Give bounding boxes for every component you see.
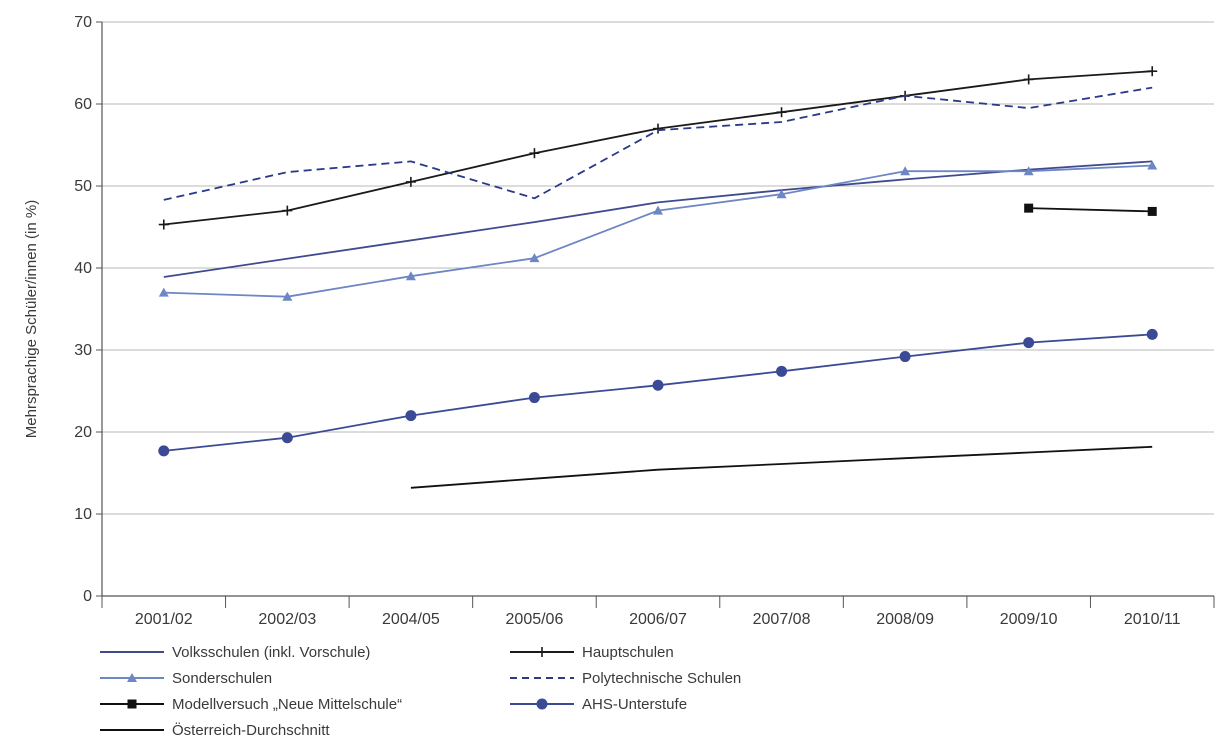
- y-tick-label: 0: [83, 588, 92, 605]
- y-tick-label: 70: [74, 14, 92, 31]
- series-6-point: [899, 351, 911, 363]
- series-6-point: [528, 392, 540, 404]
- legend-label: Sonderschulen: [172, 670, 272, 687]
- series-3-point: [1023, 166, 1034, 176]
- series-6-point: [1146, 328, 1158, 340]
- y-tick-label: 40: [74, 260, 92, 277]
- x-tick-label: 2001/02: [135, 611, 193, 628]
- x-tick-label: 2002/03: [258, 611, 316, 628]
- series-3-line: [163, 164, 1153, 298]
- x-tick-label: 2010/11: [1124, 611, 1181, 628]
- legend-item: Österreich-Durchschnitt: [100, 721, 330, 739]
- legend-item: AHS-Unterstufe: [510, 696, 687, 713]
- series-3-point: [653, 205, 663, 215]
- series-2-group: [158, 66, 1158, 230]
- series-1-group: [163, 160, 1153, 278]
- x-tick-label: 2004/05: [382, 611, 440, 628]
- series-1-line: [163, 160, 1153, 278]
- series-2-point: [158, 219, 169, 230]
- legend-item: Modellversuch „Neue Mittelschule“: [100, 696, 402, 713]
- y-tick-label: 60: [74, 96, 92, 113]
- y-axis-label: Mehrsprachige Schüler/innen (in %): [23, 200, 40, 438]
- legend-swatch-marker: [537, 647, 547, 657]
- legend-label: Österreich-Durchschnitt: [172, 721, 330, 739]
- legend-item: Polytechnische Schulen: [510, 670, 741, 687]
- series-7-group: [410, 445, 1153, 489]
- series-3-point: [282, 291, 293, 301]
- series-6-group: [158, 328, 1158, 457]
- x-tick-label: 2006/07: [629, 611, 687, 628]
- legend: Volksschulen (inkl. Vorschule) Hauptschul…: [100, 644, 741, 739]
- series-2-point: [1147, 66, 1158, 77]
- series-2-point: [405, 176, 416, 187]
- x-tick-label: 2007/08: [753, 611, 811, 628]
- series-5-point: [1024, 203, 1034, 213]
- series-7-line: [410, 445, 1153, 489]
- y-tick-label: 30: [74, 342, 92, 359]
- legend-label: Polytechnische Schulen: [582, 670, 741, 687]
- x-tick-label: 2009/10: [1000, 611, 1058, 628]
- legend-label: Volksschulen (inkl. Vorschule): [172, 644, 370, 661]
- x-tick-label: 2008/09: [876, 611, 934, 628]
- legend-swatch-marker: [127, 673, 137, 682]
- series-3-point: [1147, 160, 1158, 170]
- series-3-point: [776, 189, 787, 199]
- series-6-point: [158, 445, 170, 457]
- series-6-point: [405, 410, 417, 422]
- series-3-point: [158, 287, 169, 297]
- series-4-line: [163, 86, 1153, 201]
- legend-item: Hauptschulen: [510, 644, 674, 661]
- series-3-point: [529, 253, 540, 263]
- series-3-point: [900, 166, 911, 176]
- legend-item: Sonderschulen: [100, 670, 272, 687]
- series-5-group: [1024, 203, 1157, 216]
- series-2-point: [653, 123, 663, 134]
- series-6-line: [163, 333, 1153, 452]
- series-2-point: [282, 205, 293, 216]
- series-2-point: [529, 148, 540, 159]
- legend-swatch-marker: [127, 699, 137, 709]
- series-6-point: [1023, 337, 1035, 349]
- series-4-group: [163, 86, 1153, 201]
- series-2-point: [776, 107, 787, 118]
- legend-label: AHS-Unterstufe: [582, 696, 687, 713]
- x-tick-label: 2005/06: [506, 611, 564, 628]
- y-tick-label: 20: [74, 424, 92, 441]
- series-2-point: [1023, 74, 1034, 85]
- legend-label: Hauptschulen: [582, 644, 674, 661]
- legend-swatch-marker: [536, 698, 548, 710]
- legend-label: Modellversuch „Neue Mittelschule“: [172, 696, 402, 713]
- series-3-group: [158, 160, 1158, 301]
- series-6-point: [281, 432, 293, 444]
- y-tick-label: 50: [74, 178, 92, 195]
- series-5-point: [1147, 206, 1157, 216]
- series-5-line: [1028, 207, 1153, 213]
- y-tick-label: 10: [74, 506, 92, 523]
- legend-item: Volksschulen (inkl. Vorschule): [100, 644, 370, 661]
- series-6-point: [652, 379, 664, 391]
- series-6-point: [776, 365, 788, 377]
- series-3-point: [405, 271, 416, 281]
